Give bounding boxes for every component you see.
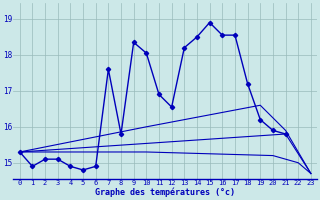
- X-axis label: Graphe des températures (°c): Graphe des températures (°c): [95, 188, 235, 197]
